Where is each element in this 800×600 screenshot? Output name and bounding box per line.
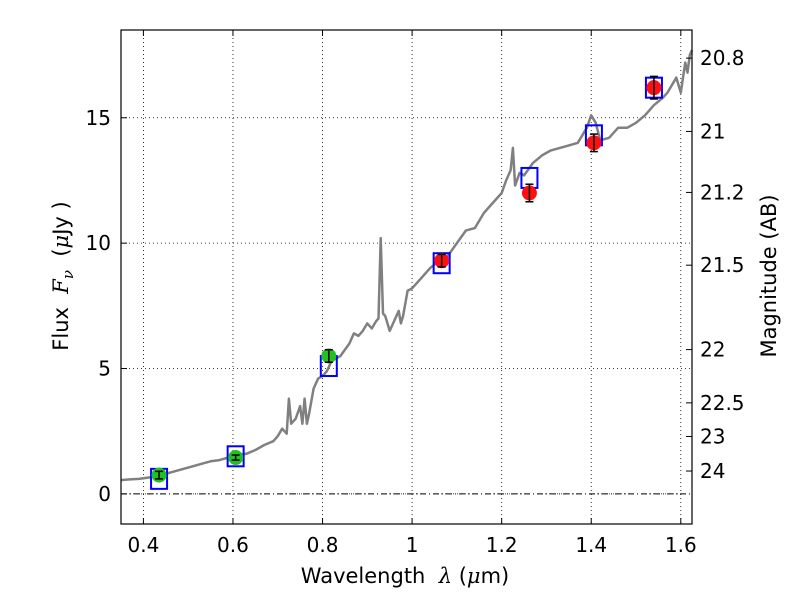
- x-tick-label: 0.4: [127, 533, 159, 557]
- x-tick-label: 0.6: [217, 533, 249, 557]
- model-photometry-box: [226, 445, 245, 468]
- magnitude-tick-label: 23: [700, 424, 725, 448]
- plot-frame: [120, 29, 693, 525]
- y-axis-unit-rest: Jy ): [49, 201, 73, 237]
- grid-lines: [121, 30, 692, 524]
- x-axis-unit-mu: μ: [467, 564, 481, 588]
- y-axis-label: Flux: [49, 307, 73, 351]
- x-tick-label: 1.4: [575, 533, 607, 557]
- axis-ticks: 0.4 0.6 0.8 1 1.2 1.4 1.6 0 5 10 15 20.8 21 21.2 21.5 2…: [86, 30, 745, 557]
- y-tick-label: 0: [98, 482, 111, 506]
- magnitude-tick-label: 22: [700, 338, 725, 362]
- x-axis-title: Wavelength λ (μm): [301, 564, 509, 588]
- y-tick-label: 10: [86, 231, 111, 255]
- x-axis-unit-open: (: [452, 564, 467, 588]
- magnitude-tick-label: 21.5: [700, 253, 745, 277]
- magnitude-tick-label: 20.8: [700, 46, 745, 70]
- magnitude-tick-label: 21: [700, 119, 725, 143]
- x-axis-label: Wavelength: [301, 564, 426, 588]
- x-tick-label: 1: [406, 533, 419, 557]
- magnitude-tick-label: 24: [700, 459, 725, 483]
- x-axis-symbol: λ: [438, 564, 452, 588]
- y-tick-label: 5: [98, 357, 111, 381]
- y-axis-title: Flux Fν (μJy ): [49, 201, 77, 350]
- magnitude-tick-label: 22.5: [700, 391, 745, 415]
- y-tick-label: 15: [86, 106, 111, 130]
- y-axis-unit-open: (: [49, 248, 73, 270]
- model-photometry-boxes: [150, 76, 663, 490]
- x-tick-label: 1.6: [665, 533, 697, 557]
- observed-data-points: [151, 75, 662, 483]
- y-axis-unit-mu: μ: [49, 235, 73, 249]
- y-axis-symbol-sub: ν: [59, 270, 77, 279]
- y-axis-symbol: F: [49, 278, 73, 295]
- secondary-y-axis-title: Magnitude (AB): [757, 194, 781, 357]
- x-tick-label: 1.2: [486, 533, 518, 557]
- x-axis-unit-rest: m): [481, 564, 510, 588]
- model-spectrum-line: [120, 49, 694, 482]
- magnitude-tick-label: 21.2: [700, 180, 745, 204]
- x-tick-label: 0.8: [307, 533, 339, 557]
